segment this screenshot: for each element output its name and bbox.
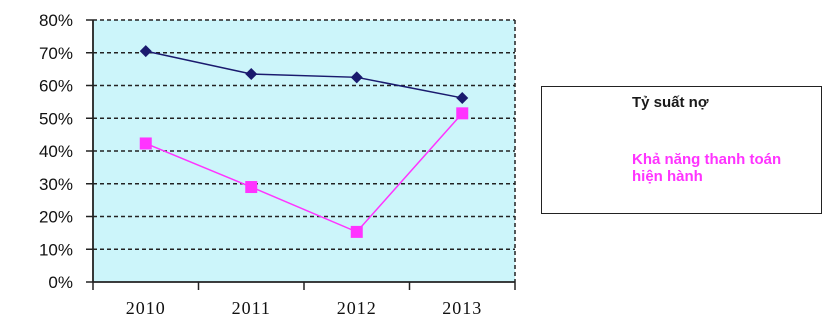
data-point [245, 68, 258, 81]
data-point [456, 91, 469, 104]
y-tick-label: 30% [39, 175, 73, 194]
y-tick-label: 60% [39, 77, 73, 96]
axes [86, 19, 516, 290]
data-point [139, 137, 152, 150]
y-tick-label: 80% [39, 11, 73, 30]
legend-label-current-ratio: Khả năng thanh toán hiện hành [632, 151, 782, 185]
y-tick-label: 70% [39, 44, 73, 63]
y-tick-label: 10% [39, 240, 73, 259]
y-tick-label: 40% [39, 142, 73, 161]
series-line-2 [145, 112, 463, 233]
legend [541, 86, 822, 214]
y-tick-label: 0% [48, 273, 73, 292]
y-axis-ticks: 0% 10% 20% 30% 40% 50% 60% 70% 80% [39, 11, 73, 292]
legend-label-debt-ratio: Tỷ suất nợ [632, 94, 709, 111]
data-point [350, 71, 363, 84]
data-point [350, 225, 363, 238]
y-tick-label: 50% [39, 109, 73, 128]
data-point [245, 181, 258, 194]
x-tick-label: 2010 [126, 298, 166, 318]
series-line-1 [145, 50, 463, 99]
data-point [139, 45, 152, 58]
x-axis-ticks: 2010 2011 2012 2013 [126, 298, 482, 318]
x-tick-label: 2011 [232, 298, 271, 318]
x-tick-label: 2012 [337, 298, 377, 318]
y-tick-label: 20% [39, 208, 73, 227]
data-point [456, 107, 469, 120]
series-group [139, 45, 469, 238]
x-tick-label: 2013 [442, 298, 482, 318]
